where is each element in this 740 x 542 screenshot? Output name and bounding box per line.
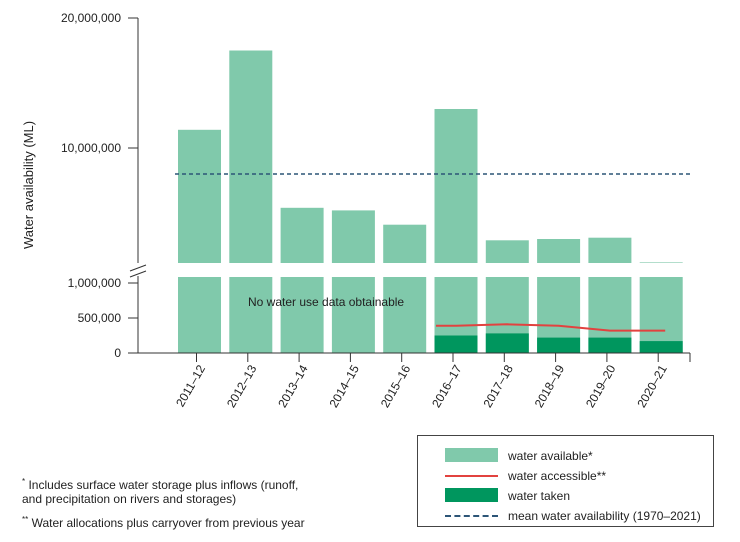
bar-available-lower xyxy=(229,277,273,353)
no-data-annotation: No water use data obtainable xyxy=(248,295,404,309)
footnote-2: ** Water allocations plus carryover from… xyxy=(22,513,305,530)
bar-available-upper xyxy=(434,109,478,263)
y-tick-label: 0 xyxy=(114,346,121,360)
bar-water-taken xyxy=(434,335,478,353)
footnote-1: * Includes surface water storage plus in… xyxy=(22,475,298,506)
bar-water-taken xyxy=(537,337,581,353)
y-tick-label: 10,000,000 xyxy=(61,141,121,155)
legend-swatch-accessible xyxy=(445,475,498,477)
y-axis-title: Water availability (ML) xyxy=(21,121,36,249)
bar-available-upper xyxy=(229,50,273,263)
bar-available-upper xyxy=(178,129,221,263)
legend-swatch-mean xyxy=(445,515,498,517)
footnote-2-text: Water allocations plus carryover from pr… xyxy=(31,516,305,530)
x-tick-label: 2018–19 xyxy=(532,362,568,410)
x-tick-label: 2012–13 xyxy=(224,362,260,410)
axis-break-mark xyxy=(129,264,147,278)
legend-swatch-taken xyxy=(445,488,498,502)
water-availability-chart: 2011–12 2012–13 2013–14 2014–15 2015–16 2016–… xyxy=(21,11,691,410)
bar-available-upper xyxy=(383,224,427,263)
bar-available-upper xyxy=(639,262,683,263)
bar-available-lower xyxy=(280,277,324,353)
legend-label: water taken xyxy=(508,489,571,503)
legend-item-available: water available* xyxy=(418,446,713,466)
bar-water-taken xyxy=(588,337,632,353)
x-tick-label: 2019–20 xyxy=(583,362,619,410)
bar-water-taken xyxy=(485,333,529,353)
x-tick-label: 2011–12 xyxy=(173,362,208,409)
y-tick-label: 20,000,000 xyxy=(61,11,121,25)
legend: water available* water accessible** wate… xyxy=(417,435,714,527)
legend-item-mean: mean water availability (1970–2021) xyxy=(418,506,713,526)
x-tick-label: 2014–15 xyxy=(327,362,363,410)
x-tick-label: 2015–16 xyxy=(378,362,414,410)
x-tick-label: 2016–17 xyxy=(429,362,465,410)
footnote-2-mark: ** xyxy=(22,515,29,524)
bar-available-upper xyxy=(588,237,632,263)
lines-group xyxy=(175,173,690,332)
footnote-1-line2: and precipitation on rivers and storages… xyxy=(22,492,237,506)
bar-available-lower xyxy=(639,277,683,353)
axes-group xyxy=(129,18,690,354)
bar-available-upper xyxy=(537,239,581,263)
bar-water-taken xyxy=(639,341,683,353)
legend-label: water available* xyxy=(508,449,593,463)
legend-item-accessible: water accessible** xyxy=(418,466,713,486)
footnote-1-line1: Includes surface water storage plus infl… xyxy=(28,478,299,492)
bar-available-upper xyxy=(485,240,529,263)
legend-item-taken: water taken xyxy=(418,486,713,506)
bar-available-lower xyxy=(383,277,427,353)
footnote-1-mark: * xyxy=(22,477,26,486)
bar-available-lower xyxy=(331,277,375,353)
y-tick-label: 500,000 xyxy=(78,311,122,325)
x-tick-label: 2020–21 xyxy=(634,362,670,410)
bar-available-upper xyxy=(331,210,375,263)
x-tick-label: 2013–14 xyxy=(275,362,311,410)
x-tick-label: 2017–18 xyxy=(480,362,516,410)
y-tick-label: 1,000,000 xyxy=(68,276,122,290)
bar-available-upper xyxy=(280,207,324,263)
legend-label: mean water availability (1970–2021) xyxy=(508,509,701,523)
legend-label: water accessible** xyxy=(508,469,607,483)
water-accessible-line xyxy=(436,323,666,332)
bars-group xyxy=(178,50,683,353)
legend-swatch-available xyxy=(445,448,498,462)
bar-available-lower xyxy=(178,277,221,353)
